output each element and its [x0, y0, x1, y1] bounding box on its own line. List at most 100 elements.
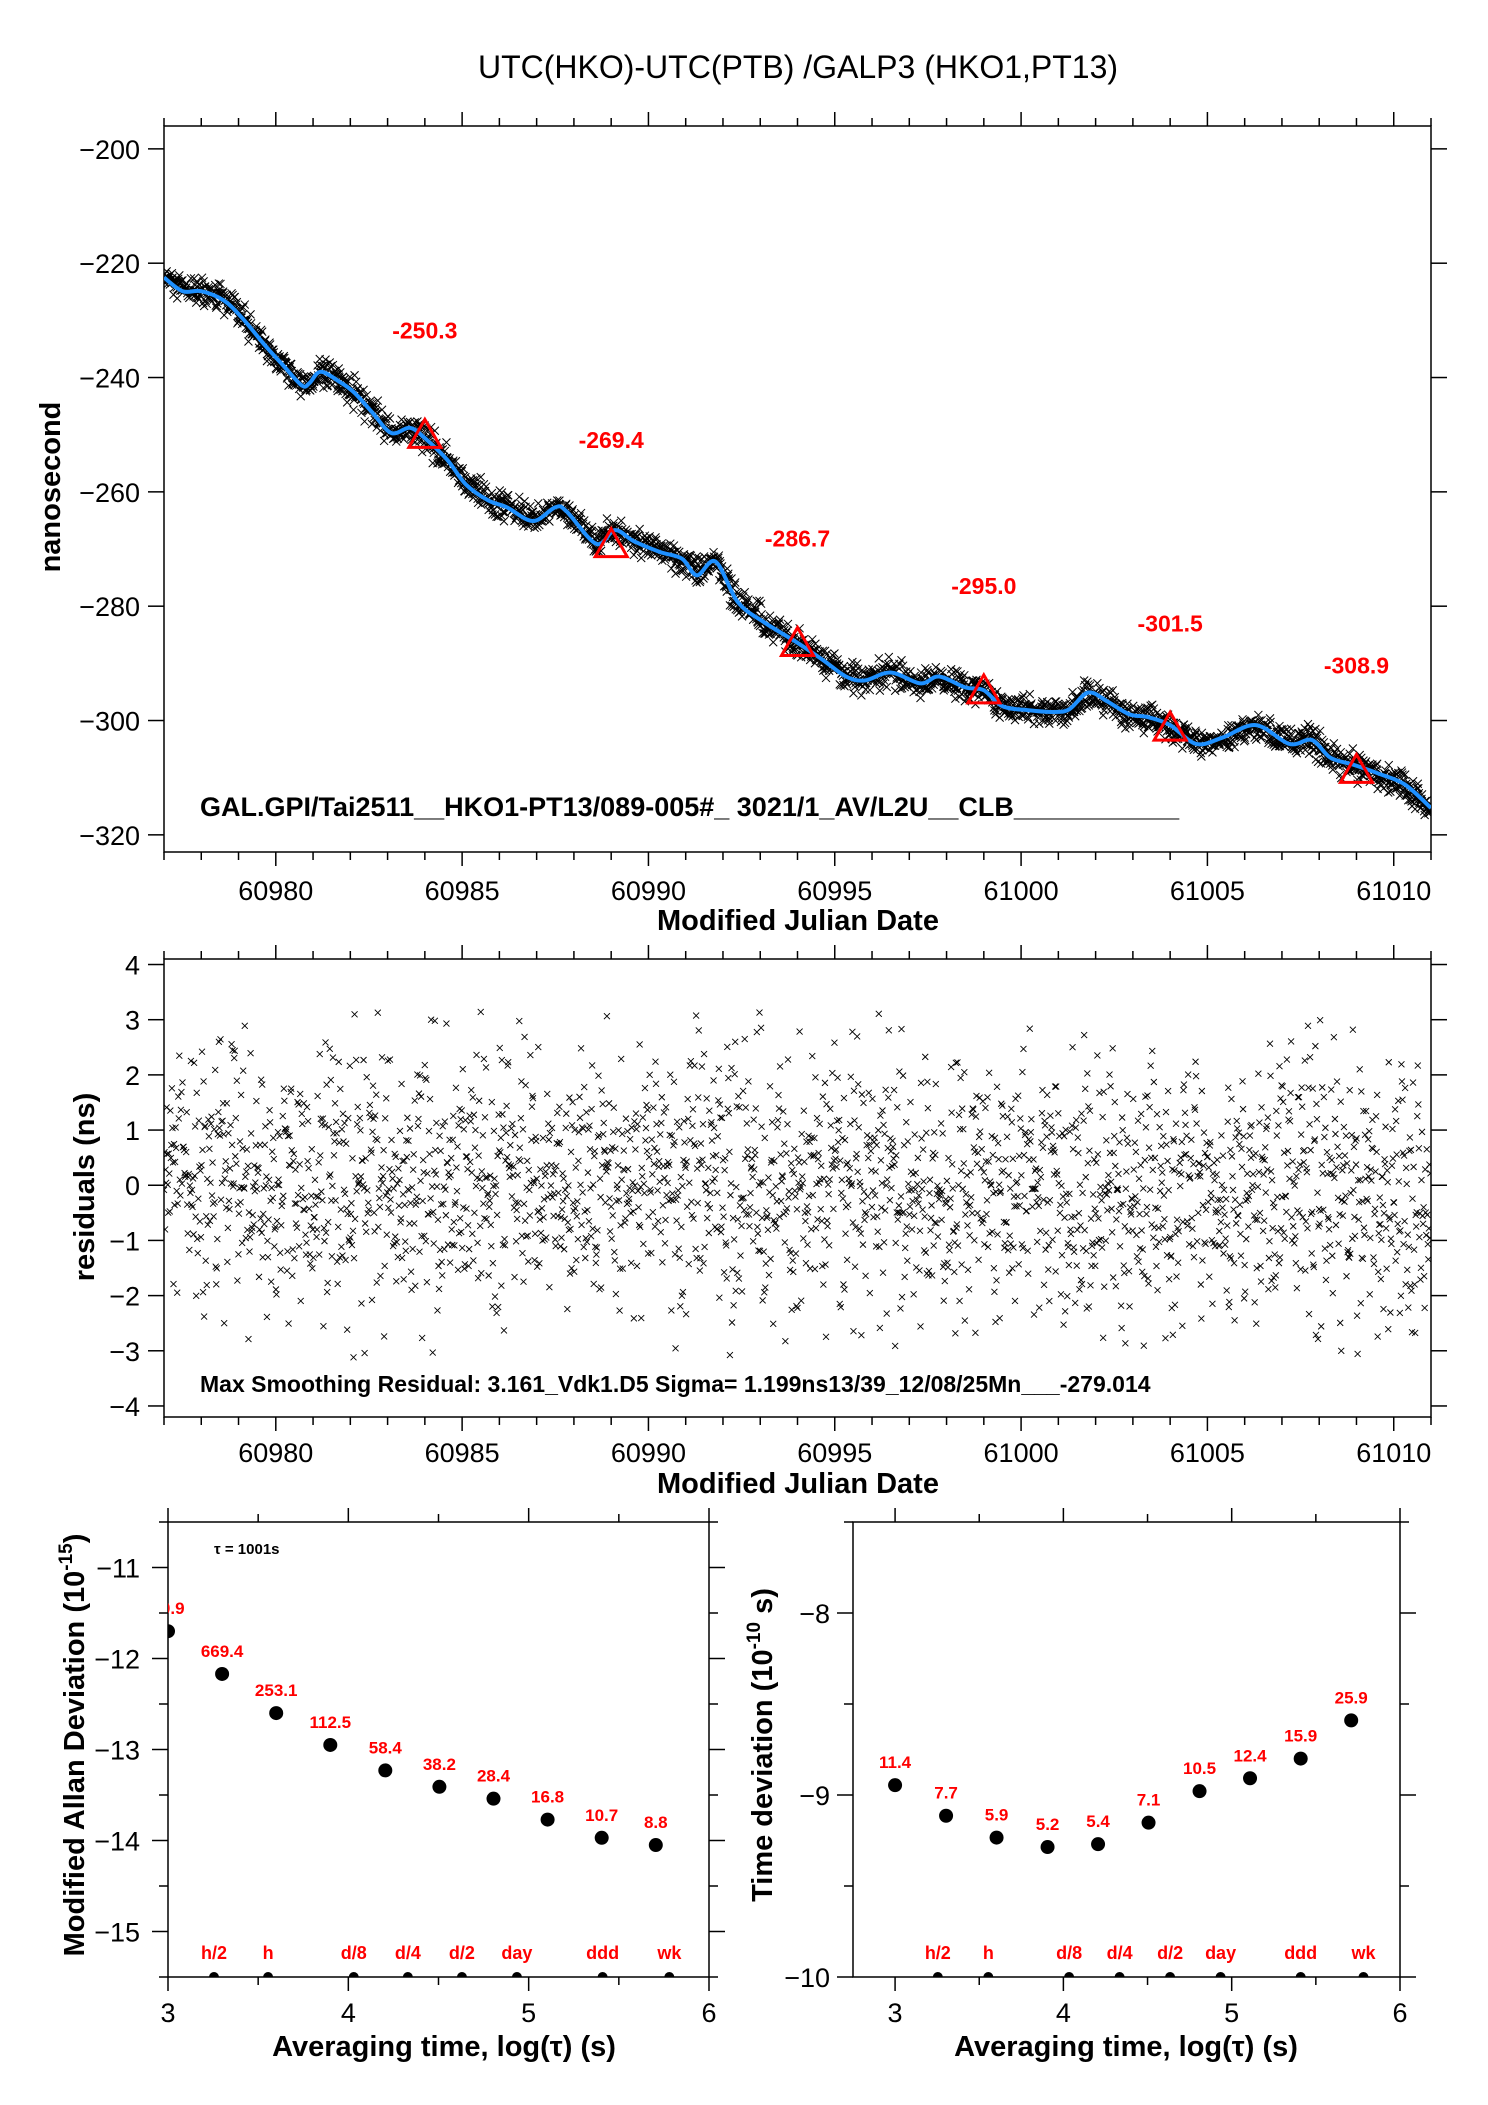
residual-point: [1285, 1108, 1293, 1115]
residual-point: [1141, 1156, 1149, 1164]
residual-point: [274, 1181, 281, 1189]
residual-point: [189, 1203, 196, 1211]
residual-point: [329, 1054, 337, 1061]
residual-point: [231, 1047, 239, 1055]
residual-point: [734, 1216, 742, 1223]
residual-point: [363, 1073, 371, 1081]
residual-point: [182, 1148, 190, 1156]
residual-point: [698, 1161, 705, 1169]
residual-point: [1051, 1083, 1059, 1090]
residual-point: [198, 1161, 205, 1169]
residual-point: [1373, 1148, 1380, 1156]
residual-point: [1241, 1261, 1248, 1269]
residual-point: [487, 1242, 495, 1250]
residual-point: [509, 1120, 516, 1128]
residual-point: [918, 1185, 926, 1193]
residual-point: [920, 1178, 927, 1185]
residual-point: [599, 1100, 607, 1108]
residual-point: [315, 1158, 322, 1166]
residual-point: [983, 1210, 990, 1218]
residual-point: [1087, 1282, 1094, 1289]
residual-point: [815, 1149, 822, 1157]
residual-point: [637, 1314, 645, 1322]
residual-point: [536, 1259, 543, 1267]
residual-point: [1302, 1267, 1309, 1274]
residual-point: [775, 1105, 783, 1112]
residual-point: [1197, 1281, 1205, 1288]
residual-point: [269, 1134, 277, 1142]
residual-point: [931, 1219, 939, 1227]
residual-point: [488, 1098, 496, 1106]
residual-point: [931, 1151, 939, 1159]
residual-point: [369, 1082, 377, 1089]
data-point: [1315, 726, 1325, 736]
residual-point: [1154, 1286, 1161, 1294]
residual-point: [393, 1238, 401, 1246]
residual-point: [848, 1180, 856, 1187]
residual-point: [940, 1297, 948, 1305]
residual-point: [268, 1184, 276, 1192]
data-point: [576, 508, 586, 518]
residual-point: [1108, 1205, 1115, 1213]
data-point: [699, 574, 708, 583]
residual-point: [225, 1129, 232, 1137]
residual-point: [779, 1173, 787, 1180]
residual-point: [227, 1121, 234, 1129]
residual-point: [729, 1266, 736, 1273]
residual-point: [1078, 1280, 1086, 1288]
residual-point: [698, 1063, 706, 1070]
residual-point: [759, 1297, 766, 1304]
residual-point: [1407, 1146, 1415, 1154]
data-point: [503, 490, 513, 500]
residual-point: [739, 1087, 747, 1095]
data-point: [1141, 703, 1150, 712]
residual-point: [434, 1307, 441, 1314]
residual-point: [1185, 1240, 1193, 1248]
residual-point: [1198, 1087, 1206, 1095]
residual-point: [570, 1268, 578, 1275]
residual-point: [1189, 1225, 1196, 1232]
residual-point: [1259, 1155, 1266, 1163]
residual-point: [606, 1228, 614, 1235]
residual-point: [1090, 1156, 1098, 1163]
residual-point: [1320, 1093, 1328, 1101]
residual-point: [244, 1226, 251, 1234]
residual-point: [343, 1205, 350, 1212]
residual-point: [661, 1174, 668, 1182]
triangle-marker: [965, 671, 1003, 705]
residual-point: [283, 1267, 291, 1275]
residual-point: [202, 1212, 210, 1220]
residual-point: [700, 1259, 707, 1267]
residual-point: [1312, 1042, 1319, 1050]
residual-point: [1125, 1228, 1132, 1235]
data-point: [633, 532, 642, 541]
residual-point: [916, 1227, 924, 1235]
residual-point: [919, 1146, 927, 1153]
residual-point: [1252, 1150, 1260, 1157]
residual-point: [562, 1124, 570, 1132]
residual-point: [1038, 1109, 1046, 1117]
residual-point: [1121, 1223, 1129, 1230]
residual-point: [1401, 1217, 1408, 1225]
residual-point: [1060, 1132, 1068, 1140]
residual-point: [1297, 1265, 1304, 1273]
residual-point: [649, 1170, 656, 1178]
residual-point: [695, 1027, 703, 1034]
residual-point: [335, 1139, 343, 1147]
residual-point: [971, 1236, 978, 1244]
residual-point: [551, 1236, 559, 1243]
residual-point: [382, 1095, 390, 1102]
residual-point: [1135, 1258, 1142, 1265]
residual-point: [868, 1203, 876, 1211]
residual-point: [917, 1079, 925, 1087]
residual-point: [1361, 1231, 1368, 1239]
residual-point: [312, 1201, 319, 1209]
residual-point: [941, 1277, 949, 1285]
residual-point: [559, 1197, 567, 1205]
residual-point: [793, 1302, 800, 1310]
residual-point: [1042, 1246, 1049, 1253]
y-tick-label: −220: [79, 249, 140, 279]
residual-point: [717, 1114, 724, 1121]
data-point: [373, 396, 383, 405]
residual-point: [461, 1261, 469, 1268]
